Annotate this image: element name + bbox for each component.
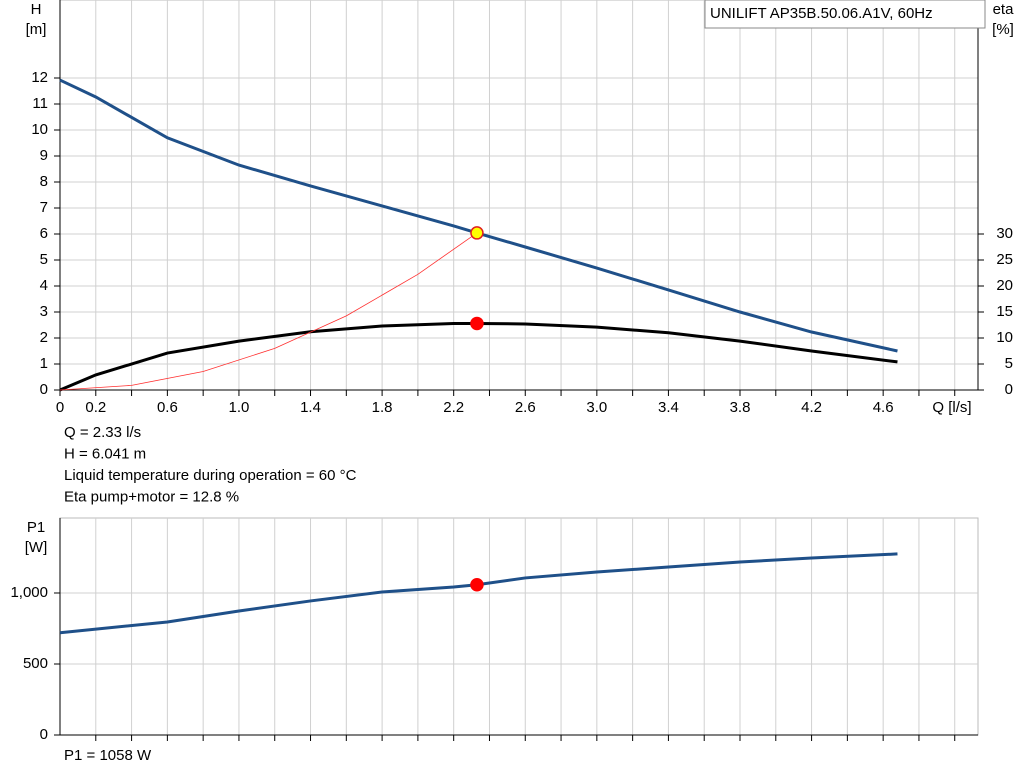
annotation: Liquid temperature during operation = 60… [64,467,357,484]
annotation: Q = 2.33 l/s [64,424,141,441]
y2-tick-label: 5 [1005,355,1013,372]
y-tick-label: 8 [40,173,48,190]
x-tick-label: 2.6 [515,399,536,416]
y-tick-label: 500 [23,655,48,672]
y-axis-label: [m] [26,21,47,38]
x-axis-label: Q [l/s] [932,399,971,416]
y-axis-label: P1 [27,519,45,536]
y-tick-label: 4 [40,277,48,294]
y2-tick-label: 0 [1005,381,1013,398]
x-tick-label: 2.2 [443,399,464,416]
x-tick-label: 3.0 [586,399,607,416]
y2-axis-label: eta [993,1,1015,18]
y-tick-label: 2 [40,329,48,346]
y-tick-label: 0 [40,381,48,398]
y-tick-label: 6 [40,225,48,242]
y2-tick-label: 20 [996,277,1013,294]
y-tick-label: 10 [31,121,48,138]
y2-axis-label: [%] [992,21,1014,38]
y-tick-label: 9 [40,147,48,164]
y2-tick-label: 15 [996,303,1013,320]
duty-point [470,226,484,240]
x-tick-label: 1.0 [229,399,250,416]
x-tick-label: 1.4 [300,399,321,416]
x-tick-label: 0.2 [85,399,106,416]
annotation: P1 = 1058 W [64,747,152,764]
y-tick-label: 1,000 [10,584,48,601]
curve [59,78,898,353]
plot-frame [59,0,979,391]
plot-frame [59,517,979,736]
x-tick-label: 3.8 [730,399,751,416]
duty-point [470,316,484,331]
y-tick-label: 3 [40,303,48,320]
annotation: H = 6.041 m [64,445,146,462]
curve [59,232,478,391]
y-tick-label: 0 [40,726,48,743]
y-tick-label: 5 [40,251,48,268]
x-tick-label: 4.2 [801,399,822,416]
y-tick-label: 12 [31,69,48,86]
y-tick-label: 7 [40,199,48,216]
y-tick-label: 11 [32,95,48,112]
x-tick-label: 4.6 [873,399,894,416]
title-box [704,0,986,29]
y-tick-label: 1 [40,355,48,372]
x-tick-label: 3.4 [658,399,679,416]
x-tick-label: 0 [56,399,64,416]
annotation: Eta pump+motor = 12.8 % [64,488,239,505]
x-tick-label: 1.8 [372,399,393,416]
y2-tick-label: 10 [996,329,1013,346]
curve [59,321,898,392]
y-axis-label: [W] [25,539,48,556]
y2-tick-label: 30 [996,225,1013,242]
y2-tick-label: 25 [996,251,1013,268]
chart-title: UNILIFT AP35B.50.06.A1V, 60Hz [710,5,933,22]
y-axis-label: H [31,1,42,18]
x-tick-label: 0.6 [157,399,178,416]
duty-point [470,577,484,592]
